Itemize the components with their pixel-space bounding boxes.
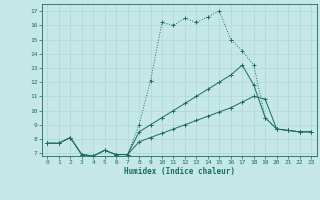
X-axis label: Humidex (Indice chaleur): Humidex (Indice chaleur) xyxy=(124,167,235,176)
